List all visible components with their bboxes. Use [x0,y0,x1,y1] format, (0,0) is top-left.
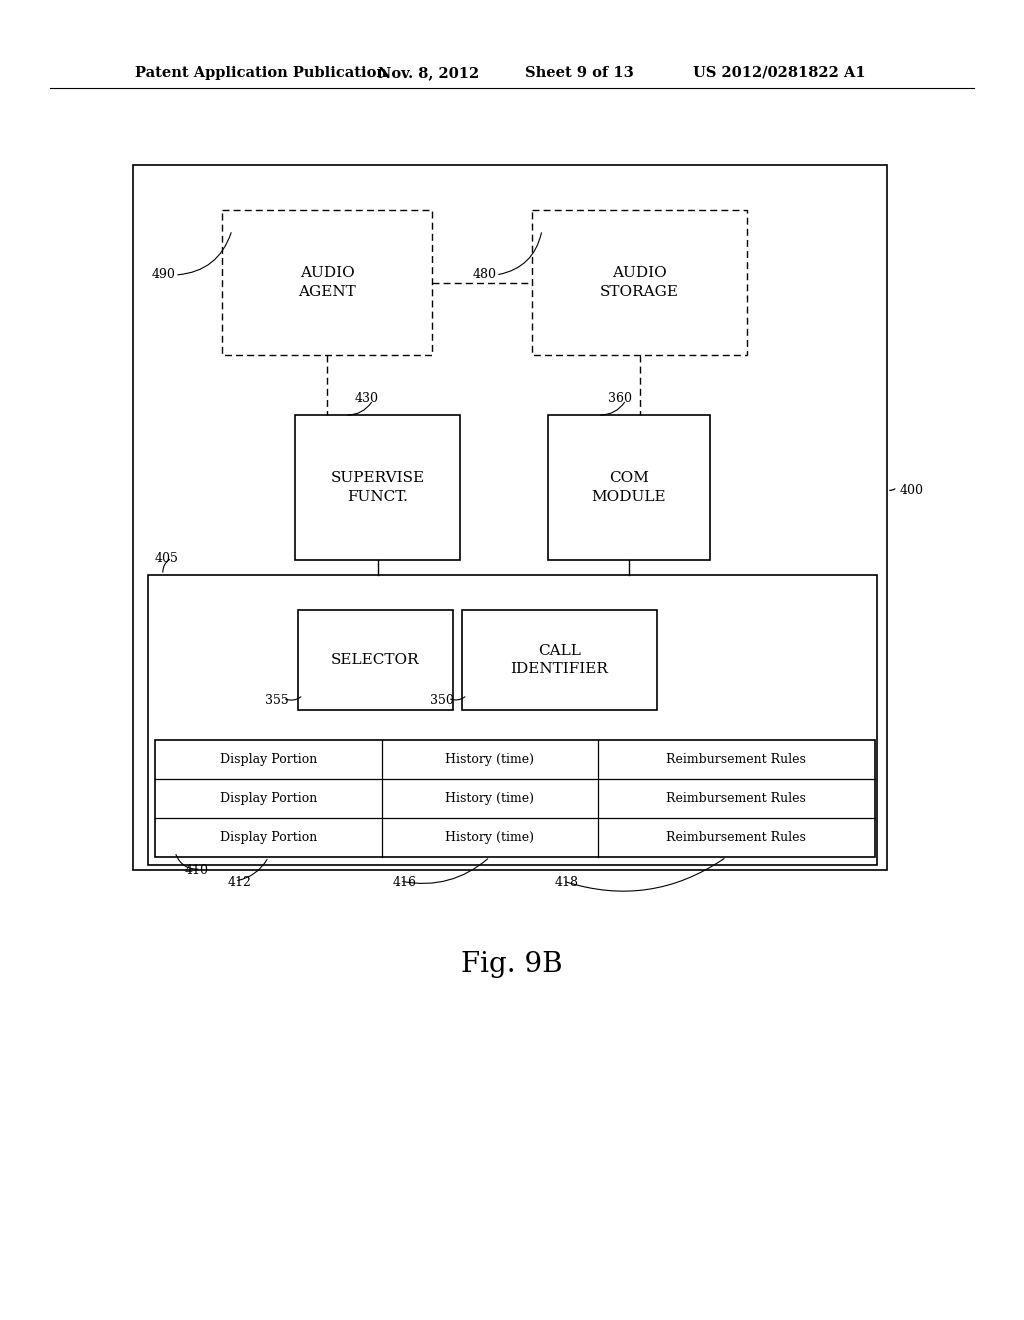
Text: 360: 360 [608,392,632,404]
Bar [462,610,657,710]
Text: CALL
IDENTIFIER: CALL IDENTIFIER [511,644,608,676]
Bar [222,210,432,355]
Text: Reimbursement Rules: Reimbursement Rules [667,792,806,805]
Text: COM
MODULE: COM MODULE [592,471,667,504]
Text: 350: 350 [430,693,454,706]
Text: 480: 480 [473,268,497,281]
Bar [548,414,710,560]
Text: US 2012/0281822 A1: US 2012/0281822 A1 [693,66,865,81]
Text: SUPERVISE
FUNCT.: SUPERVISE FUNCT. [331,471,425,504]
Text: Patent Application Publication: Patent Application Publication [135,66,387,81]
Text: SELECTOR: SELECTOR [331,653,420,667]
Text: Fig. 9B: Fig. 9B [461,952,563,978]
Text: Reimbursement Rules: Reimbursement Rules [667,752,806,766]
Text: Display Portion: Display Portion [220,832,317,843]
Text: Reimbursement Rules: Reimbursement Rules [667,832,806,843]
Bar [133,165,887,870]
Text: History (time): History (time) [445,792,535,805]
Text: 412: 412 [228,875,252,888]
Bar [532,210,746,355]
Text: Nov. 8, 2012: Nov. 8, 2012 [378,66,479,81]
Text: History (time): History (time) [445,832,535,843]
Text: Display Portion: Display Portion [220,792,317,805]
Text: 405: 405 [155,552,179,565]
Text: 410: 410 [185,863,209,876]
Text: 418: 418 [555,875,579,888]
Text: 400: 400 [900,483,924,496]
Text: 416: 416 [393,875,417,888]
Bar [155,741,874,857]
Text: 490: 490 [152,268,176,281]
Text: AUDIO
AGENT: AUDIO AGENT [298,267,356,298]
Bar [148,576,877,865]
Text: Sheet 9 of 13: Sheet 9 of 13 [525,66,634,81]
Bar [295,414,460,560]
Text: History (time): History (time) [445,752,535,766]
Bar [298,610,453,710]
Text: 430: 430 [355,392,379,404]
Text: Display Portion: Display Portion [220,752,317,766]
Text: AUDIO
STORAGE: AUDIO STORAGE [600,267,679,298]
Text: 355: 355 [265,693,289,706]
